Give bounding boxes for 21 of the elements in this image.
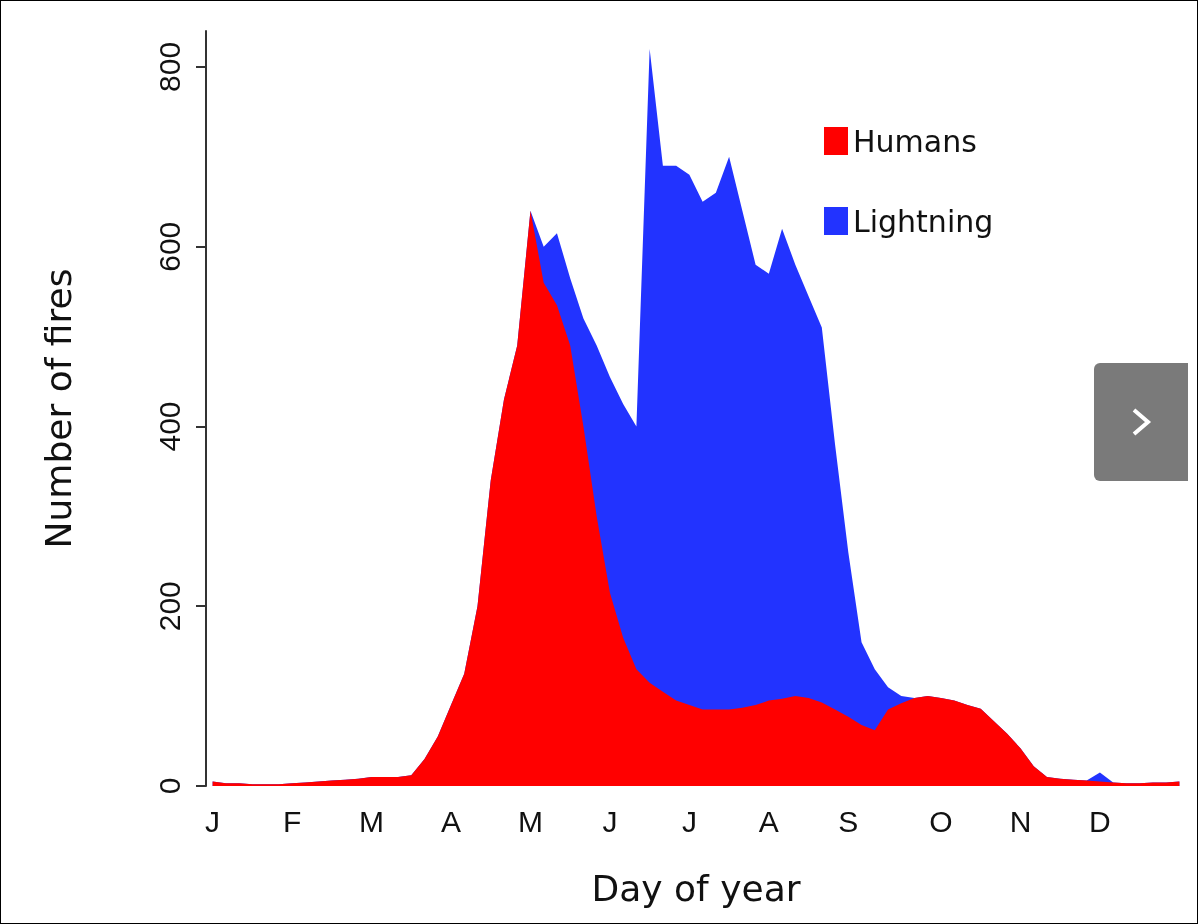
y-tick-label: 600 (152, 221, 186, 272)
x-tick-label: F (282, 804, 302, 838)
x-tick-label: D (1089, 804, 1111, 838)
legend-label: Humans (853, 123, 977, 159)
legend-label: Lightning (853, 203, 994, 239)
x-tick-label: A (440, 804, 462, 838)
x-tick-label: A (758, 804, 779, 838)
x-tick-label: S (838, 804, 859, 838)
y-tick-label: 400 (152, 401, 186, 452)
x-tick-label: M (359, 804, 385, 838)
x-tick-label: O (929, 804, 953, 838)
x-tick-label: M (517, 804, 543, 838)
x-tick-label: J (681, 804, 697, 838)
y-tick-label: 800 (152, 41, 186, 92)
y-axis-title: Number of fires (37, 268, 79, 549)
x-tick-label: J (205, 804, 221, 838)
y-tick-label: 0 (152, 777, 186, 795)
y-tick-label: 200 (152, 581, 186, 632)
x-tick-label: N (1009, 804, 1032, 838)
x-tick-label: J (602, 804, 618, 838)
x-axis-title: Day of year (591, 867, 801, 909)
